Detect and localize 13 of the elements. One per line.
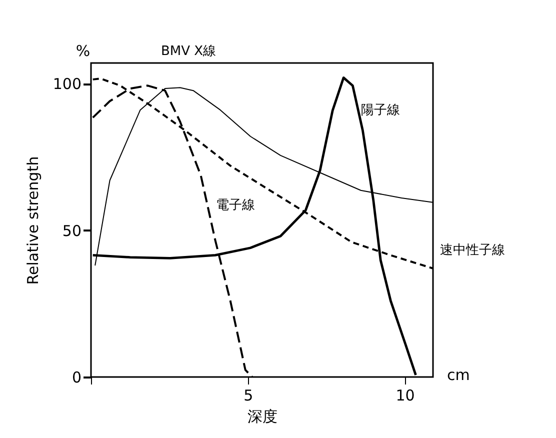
text: cm — [447, 366, 470, 384]
series-label: 電子線 — [216, 198, 255, 213]
x-tick-label: 10 — [396, 386, 415, 404]
y-axis-title: Relative strength — [24, 156, 42, 285]
text: BMV X線 — [161, 44, 216, 59]
series-label: 陽子線 — [361, 103, 400, 118]
x-axis-title: 深度 — [248, 408, 278, 426]
x-tick-label: 5 — [244, 386, 254, 404]
y-tick-label: 100 — [52, 75, 82, 94]
y-tick-label: 50 — [62, 222, 82, 240]
series-label: 速中性子線 — [440, 243, 505, 258]
text: % — [76, 42, 90, 60]
y-tick-label: 0 — [72, 368, 82, 386]
